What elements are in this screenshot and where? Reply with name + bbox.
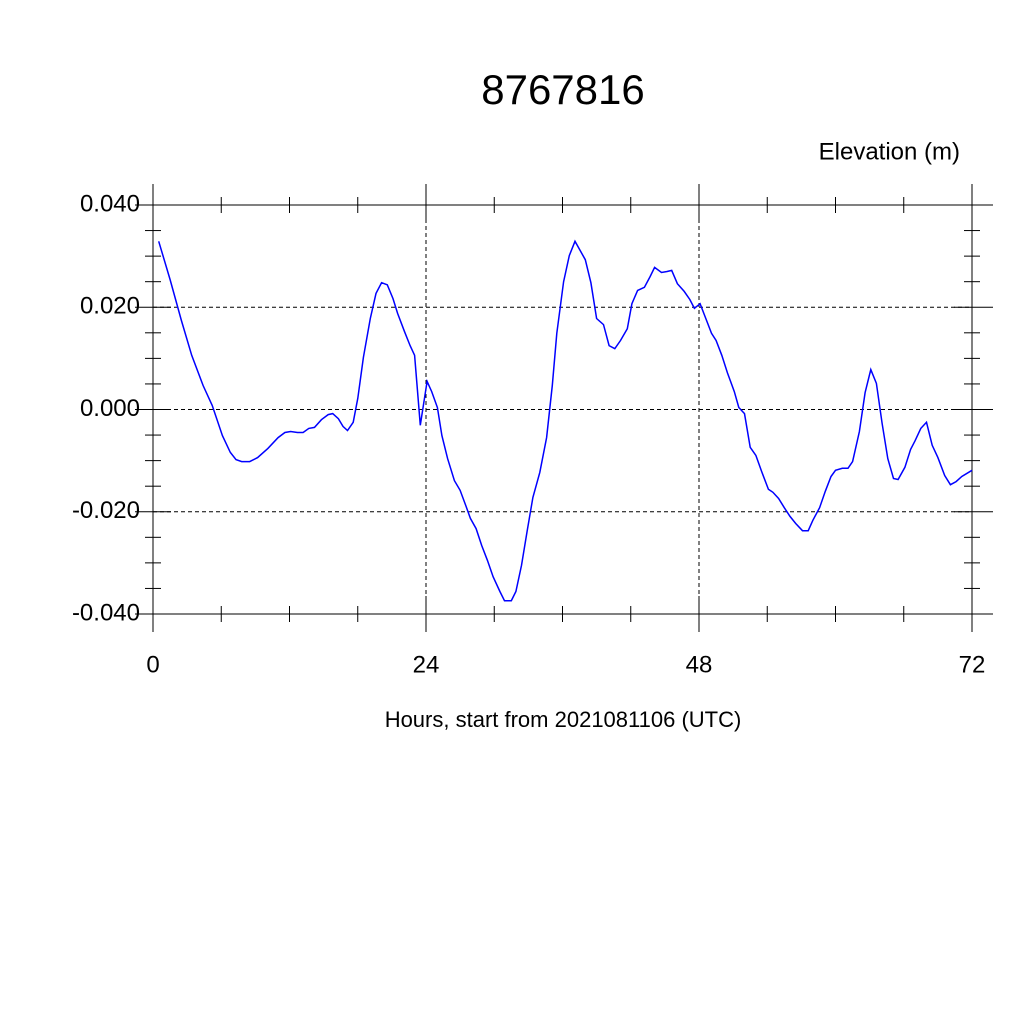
data-line <box>157 239 973 602</box>
y-tick-label: 0.020 <box>80 293 140 320</box>
y-axis-label: Elevation (m) <box>819 138 960 165</box>
x-tick-label: 0 <box>146 651 159 678</box>
x-tick-label: 24 <box>413 651 440 678</box>
plot-frame <box>152 204 973 615</box>
y-tick-label: -0.020 <box>72 497 140 524</box>
x-tick-label: 48 <box>686 651 713 678</box>
y-tick-label: -0.040 <box>72 599 140 626</box>
y-tick-label: 0.040 <box>80 190 140 217</box>
x-tick-label: 72 <box>959 651 986 678</box>
x-axis-label: Hours, start from 2021081106 (UTC) <box>385 707 742 732</box>
chart-title: 8767816 <box>481 66 645 113</box>
y-tick-label: 0.000 <box>80 395 140 422</box>
